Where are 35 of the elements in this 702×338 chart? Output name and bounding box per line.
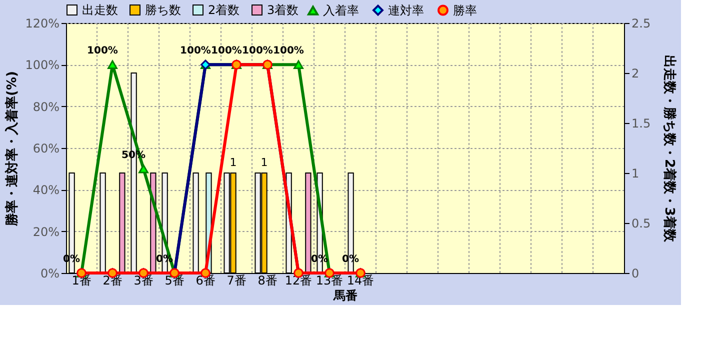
legend-label: 勝率 bbox=[453, 3, 477, 18]
legend-label: 連対率 bbox=[388, 3, 424, 18]
y-tick-label: 120% bbox=[25, 16, 60, 30]
y2-tick-label: 1 bbox=[632, 166, 640, 180]
y-tick-label: 40% bbox=[32, 183, 60, 198]
data-label: 100% bbox=[242, 46, 273, 57]
legend-label: 勝ち数 bbox=[145, 3, 181, 17]
y-tick-label: 60% bbox=[32, 142, 60, 156]
y2-tick-label: 0 bbox=[632, 266, 640, 280]
y2-tick-label: 1.5 bbox=[632, 116, 651, 130]
legend-label: 2着数 bbox=[208, 3, 240, 17]
legend-label: 出走数 bbox=[82, 3, 118, 17]
point bbox=[108, 60, 118, 70]
legend-label: 入着率 bbox=[323, 4, 359, 18]
point bbox=[294, 60, 304, 70]
x-tick-label: 8番 bbox=[258, 274, 278, 288]
y2-tick-label: 2.5 bbox=[632, 16, 651, 30]
x-tick-label: 7番 bbox=[226, 274, 246, 288]
y-tick-label: 20% bbox=[32, 224, 60, 239]
data-label: 1 bbox=[260, 156, 268, 169]
y-tick-label: 100% bbox=[25, 58, 60, 72]
point bbox=[138, 164, 148, 174]
y2-tick-label: 2 bbox=[632, 66, 640, 80]
y2-tick-label: 0.5 bbox=[632, 216, 651, 230]
y-axis-title: 勝率・連対率・入着率(%) bbox=[4, 71, 20, 227]
data-label: 1 bbox=[230, 156, 237, 169]
data-label: 100% bbox=[273, 46, 304, 57]
y2-axis-title: 出走数・勝ち数・2着数・3着数 bbox=[662, 54, 678, 244]
y-tick-label: 0% bbox=[40, 266, 60, 280]
y-tick-label: 80% bbox=[32, 100, 60, 114]
data-label: 100% bbox=[211, 46, 242, 57]
data-label: 100% bbox=[87, 46, 118, 57]
legend-label: 3着数 bbox=[267, 3, 299, 17]
data-label: 100% bbox=[180, 46, 211, 57]
x-axis-title: 馬番 bbox=[332, 288, 358, 302]
